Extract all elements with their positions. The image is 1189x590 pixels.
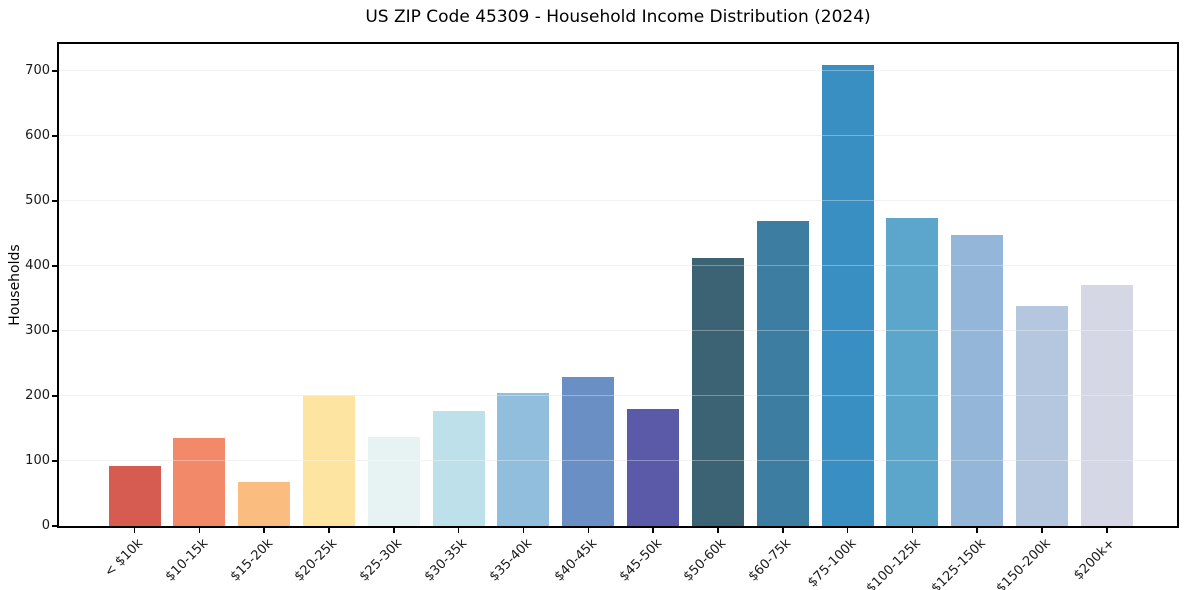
- gridline-100: [59, 459, 1177, 462]
- gridline-200: [59, 394, 1177, 397]
- x-tick-mark-14: [1041, 528, 1043, 533]
- bar-25-30k: [367, 437, 420, 526]
- bar-100-125k: [886, 218, 939, 526]
- gridline-overlay-100: [59, 459, 1177, 462]
- y-tick-mark-500: [52, 200, 57, 202]
- x-tick-mark-6: [522, 528, 525, 533]
- x-tick-mark-8: [652, 528, 654, 533]
- x-tick-label-150-200k: $150-200k: [993, 536, 1054, 590]
- x-tick-mark-1: [198, 528, 201, 533]
- x-tick-label-20-25k: $20-25k: [292, 536, 341, 585]
- y-tick-mark-600: [52, 135, 57, 138]
- x-tick-mark-9: [717, 528, 719, 533]
- x-tick-mark-15: [1106, 528, 1108, 533]
- bar-10k: [108, 466, 161, 526]
- x-tick-mark-4: [393, 528, 395, 533]
- gridline-overlay-200: [59, 394, 1177, 397]
- y-tick-mark-100: [52, 460, 57, 462]
- x-tick-mark-13: [976, 528, 979, 533]
- x-tick-mark-10: [782, 528, 784, 533]
- bar-40-45k: [562, 376, 615, 526]
- y-tick-mark-0: [52, 525, 57, 527]
- x-tick-label-75-100k: $75-100k: [804, 536, 860, 590]
- x-tick-mark-3: [328, 528, 330, 533]
- x-tick-mark-5: [457, 528, 460, 533]
- y-tick-label-700: 700: [25, 62, 50, 78]
- gridline-overlay-500: [59, 199, 1177, 202]
- bar-30-35k: [432, 411, 485, 526]
- x-tick-label-50-60k: $50-60k: [681, 536, 730, 585]
- x-tick-label-35-40k: $35-40k: [486, 536, 536, 585]
- x-tick-mark-12: [911, 528, 914, 533]
- x-tick-label-10k: < $10k: [102, 536, 147, 581]
- y-tick-label-100: 100: [25, 452, 50, 468]
- x-tick-label-25-30k: $25-30k: [356, 536, 406, 585]
- gridline-400: [59, 264, 1177, 267]
- gridline-overlay-700: [59, 69, 1177, 72]
- gridline-overlay-400: [59, 264, 1177, 267]
- x-tick-label-125-150k: $125-150k: [928, 536, 989, 590]
- gridline-600: [59, 134, 1177, 137]
- y-tick-label-600: 600: [25, 127, 50, 143]
- x-tick-mark-11: [846, 528, 849, 533]
- x-tick-mark-0: [133, 528, 136, 533]
- x-tick-label-10-15k: $10-15k: [162, 536, 211, 585]
- y-tick-mark-200: [52, 395, 57, 397]
- x-tick-label-200k: $200k+: [1071, 536, 1119, 584]
- bar-125-150k: [951, 234, 1004, 526]
- x-tick-label-45-50k: $45-50k: [616, 536, 665, 585]
- bar-200k: [1080, 285, 1133, 526]
- y-tick-label-0: 0: [41, 517, 50, 533]
- x-tick-mark-7: [587, 528, 590, 533]
- bar-20-25k: [302, 394, 355, 526]
- y-tick-mark-300: [52, 330, 57, 332]
- x-tick-label-40-45k: $40-45k: [551, 536, 600, 585]
- bar-50-60k: [691, 258, 744, 526]
- gridline-700: [59, 69, 1177, 72]
- x-tick-label-60-75k: $60-75k: [745, 536, 795, 585]
- gridline-overlay-300: [59, 329, 1177, 332]
- gridline-500: [59, 199, 1177, 202]
- bar-35-40k: [497, 392, 550, 526]
- y-tick-label-400: 400: [25, 257, 50, 273]
- bar-10-15k: [173, 438, 226, 526]
- bar-60-75k: [756, 220, 809, 526]
- plot-area: [57, 42, 1179, 528]
- bar-15-20k: [238, 481, 291, 526]
- y-tick-mark-700: [52, 70, 57, 73]
- bar-45-50k: [627, 409, 680, 526]
- y-tick-label-300: 300: [25, 322, 50, 338]
- gridline-overlay-600: [59, 134, 1177, 137]
- gridline-300: [59, 329, 1177, 332]
- x-tick-label-100-125k: $100-125k: [863, 536, 925, 590]
- chart-title: US ZIP Code 45309 - Household Income Dis…: [365, 7, 871, 27]
- bar-75-100k: [821, 65, 874, 526]
- y-tick-label-200: 200: [25, 387, 50, 403]
- x-tick-label-15-20k: $15-20k: [227, 536, 276, 585]
- bar-150-200k: [1016, 306, 1069, 526]
- y-axis-label-text: Households: [7, 244, 23, 326]
- y-tick-label-500: 500: [25, 192, 50, 208]
- x-tick-label-30-35k: $30-35k: [421, 536, 471, 585]
- y-tick-mark-400: [52, 265, 57, 267]
- x-tick-mark-2: [263, 528, 265, 533]
